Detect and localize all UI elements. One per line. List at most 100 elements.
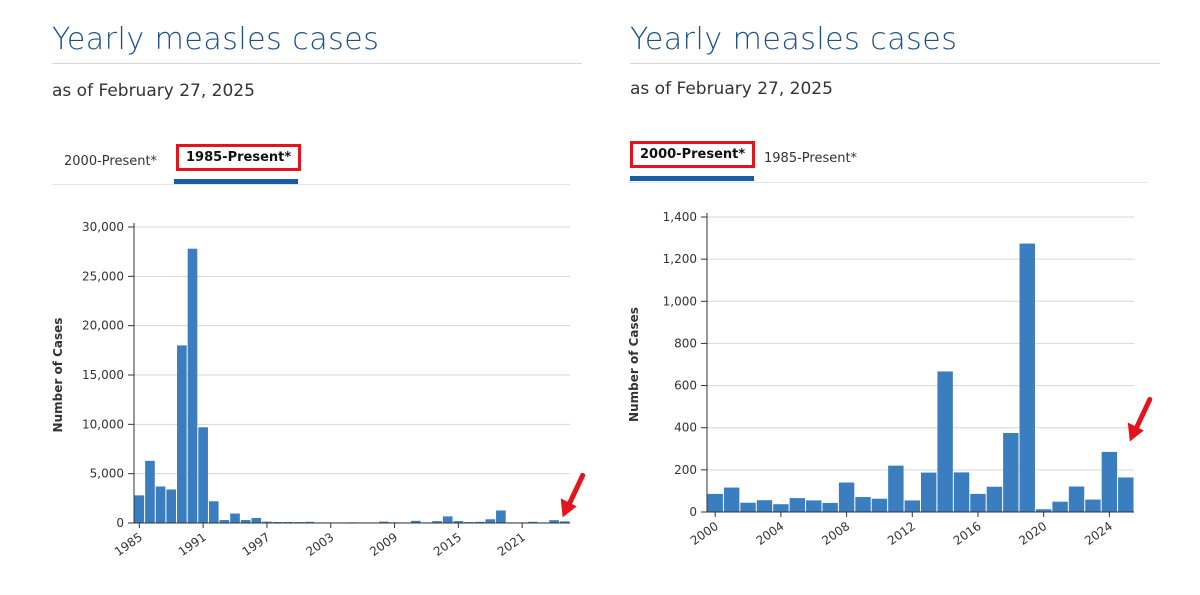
bar xyxy=(230,513,240,523)
bar xyxy=(527,521,538,523)
bar xyxy=(707,493,723,512)
bar xyxy=(773,504,789,512)
bar xyxy=(904,500,920,512)
y-tick-label: 400 xyxy=(674,421,697,435)
bar xyxy=(474,521,485,523)
x-tick-label: 2003 xyxy=(303,530,336,559)
bar xyxy=(789,498,806,512)
bar xyxy=(166,489,177,523)
bar-chart-1985-present: 0 5,000 10,000 15,000 20,000 25,000 30,000 1985… xyxy=(51,220,586,559)
bar xyxy=(822,502,838,512)
bar xyxy=(1003,432,1019,512)
bar xyxy=(1085,499,1101,512)
annotation-arrow-shaft xyxy=(1132,396,1153,434)
tabs-divider xyxy=(630,182,1148,183)
x-tick-label: 2016 xyxy=(951,519,984,548)
y-axis-label: Number of Cases xyxy=(51,318,65,433)
y-tick-label: 1,000 xyxy=(663,294,697,308)
y-tick-label: 200 xyxy=(674,463,697,477)
x-tick-label: 2008 xyxy=(819,519,852,548)
bar xyxy=(240,520,251,523)
y-tick-label: 800 xyxy=(674,336,697,350)
bar xyxy=(134,495,145,523)
x-tick-label: 2015 xyxy=(431,530,464,559)
date-subtitle: as of February 27, 2025 xyxy=(52,81,255,101)
y-tick-label: 600 xyxy=(674,379,697,393)
x-tick-label: 1997 xyxy=(240,530,273,559)
bar xyxy=(442,516,453,523)
bar xyxy=(262,521,272,523)
x-tick-label: 2020 xyxy=(1016,519,1049,548)
bar xyxy=(953,472,970,512)
y-tick-label: 10,000 xyxy=(82,417,124,431)
bar xyxy=(921,472,937,512)
bar xyxy=(1101,451,1118,512)
x-tick-label: 2021 xyxy=(495,530,528,559)
bar xyxy=(145,460,155,523)
bar xyxy=(219,520,230,523)
tab-2000-present[interactable]: 2000-Present* xyxy=(64,154,158,169)
x-tick-label: 2004 xyxy=(754,519,787,548)
y-tick-label: 1,200 xyxy=(663,252,697,266)
bar xyxy=(970,493,986,512)
active-tab-indicator xyxy=(174,179,298,184)
bar xyxy=(379,521,389,523)
bar xyxy=(496,510,506,523)
y-tick-label: 5,000 xyxy=(90,467,124,481)
bar xyxy=(155,486,166,523)
bar xyxy=(937,371,953,512)
bar xyxy=(1019,243,1035,513)
y-tick-label: 20,000 xyxy=(82,319,124,333)
bar xyxy=(806,500,822,512)
bar xyxy=(208,501,219,523)
x-tick-label: 2000 xyxy=(688,519,721,548)
bar xyxy=(485,519,496,523)
tabs-divider xyxy=(52,184,570,185)
bar xyxy=(756,500,773,512)
chart-panel-1985-present: Yearly measles cases as of February 27, … xyxy=(51,0,592,595)
title-divider xyxy=(52,63,582,64)
active-tab-indicator xyxy=(630,176,754,181)
bar xyxy=(177,345,187,523)
page-title: Yearly measles cases xyxy=(630,22,958,57)
x-tick-label: 2024 xyxy=(1082,519,1115,548)
bar xyxy=(410,520,421,523)
bar xyxy=(855,497,871,512)
bar xyxy=(1052,501,1068,512)
page-title: Yearly measles cases xyxy=(52,22,380,57)
bar xyxy=(1035,509,1052,512)
bar xyxy=(986,486,1003,512)
bar-chart-2000-present: 0 200 400 600 800 1,000 1,200 1,400 2000 2004 2008… xyxy=(627,210,1153,548)
annotation-arrow-head xyxy=(560,498,577,518)
bar xyxy=(740,502,756,512)
x-tick-label: 2009 xyxy=(367,530,400,559)
bar xyxy=(432,521,442,523)
bar xyxy=(453,521,464,523)
y-tick-label: 0 xyxy=(689,505,697,519)
date-subtitle: as of February 27, 2025 xyxy=(630,79,833,99)
bar xyxy=(838,482,855,512)
bar xyxy=(304,521,315,523)
bar xyxy=(251,517,262,523)
tab-1985-present[interactable]: 1985-Present* xyxy=(176,144,302,171)
annotation-arrow-shaft xyxy=(565,472,586,510)
y-tick-label: 0 xyxy=(116,516,124,530)
x-tick-label: 2012 xyxy=(885,519,918,548)
y-tick-label: 30,000 xyxy=(82,220,124,234)
bar xyxy=(723,487,740,512)
y-axis-label: Number of Cases xyxy=(627,307,641,422)
chart-panel-2000-present: Yearly measles cases as of February 27, … xyxy=(627,0,1170,595)
bar xyxy=(871,498,888,512)
tab-1985-present[interactable]: 1985-Present* xyxy=(764,151,858,166)
title-divider xyxy=(630,63,1160,64)
bar xyxy=(549,520,559,523)
x-tick-label: 1985 xyxy=(112,530,145,559)
bar xyxy=(559,521,570,523)
bar xyxy=(1068,486,1085,512)
tab-2000-present[interactable]: 2000-Present* xyxy=(630,141,756,168)
y-tick-label: 15,000 xyxy=(82,368,124,382)
y-tick-label: 1,400 xyxy=(663,210,697,224)
x-tick-label: 1991 xyxy=(176,530,209,559)
y-tick-label: 25,000 xyxy=(82,269,124,283)
bar xyxy=(187,248,198,523)
